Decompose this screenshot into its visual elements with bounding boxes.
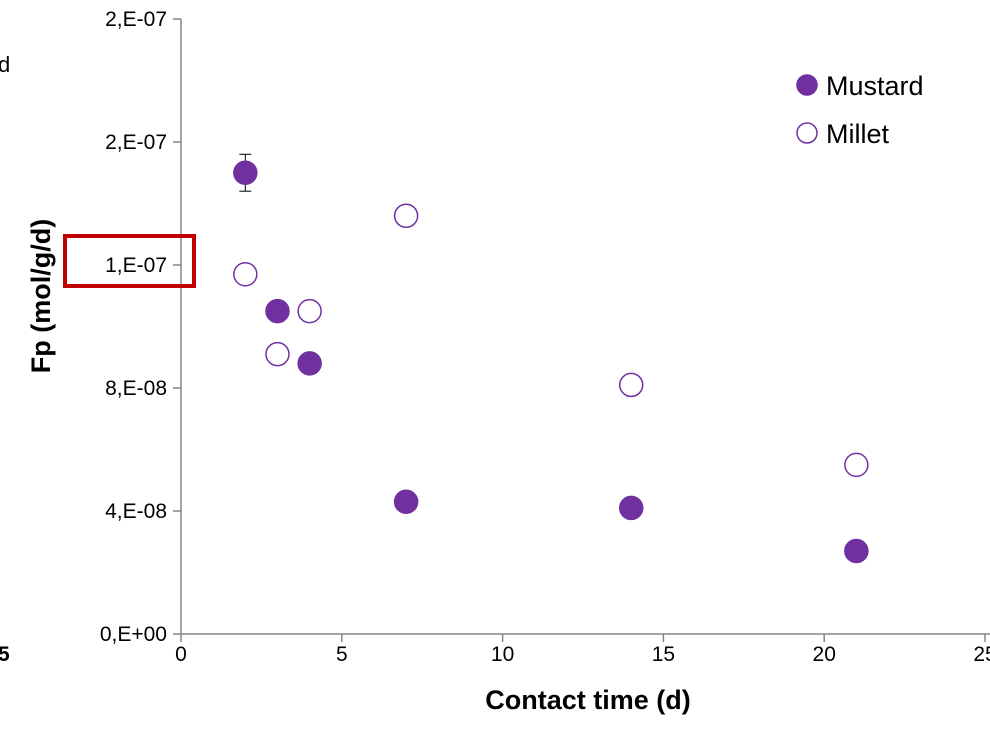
point-millet	[265, 341, 290, 367]
data-points	[233, 160, 869, 564]
point-millet	[233, 261, 258, 287]
legend-millet-marker	[796, 122, 818, 144]
y-tick-label: 1,E-07	[105, 254, 167, 277]
x-tick-label: 10	[491, 643, 514, 666]
y-tick-label: 2,E-07	[105, 8, 167, 31]
cropped-edge-text: d 5	[0, 52, 10, 666]
x-tick-label: 0	[175, 643, 187, 666]
point-millet	[393, 203, 419, 229]
point-mustard	[393, 489, 419, 515]
point-mustard	[233, 160, 258, 185]
legend-millet-label: Millet	[826, 119, 890, 149]
y-ticks: 0,E+00 4,E-08 8,E-08 1,E-07 2,E-07 2,E-07	[100, 8, 181, 646]
y-axis-title: Fp (mol/g/d)	[26, 219, 56, 373]
legend: Mustard Millet	[796, 71, 924, 149]
x-tick-label: 25	[973, 643, 990, 666]
point-mustard	[265, 298, 290, 324]
point-mustard	[618, 495, 644, 521]
point-millet	[618, 372, 644, 398]
x-axis-title: Contact time (d)	[485, 685, 691, 715]
legend-mustard-marker	[796, 74, 818, 96]
point-mustard	[297, 351, 322, 376]
highlight-box	[63, 234, 196, 288]
y-tick-label: 0,E+00	[100, 623, 167, 646]
point-millet	[297, 298, 322, 324]
axes	[180, 19, 990, 635]
point-mustard	[844, 538, 869, 564]
x-ticks: 0 5 10 15 20 25	[175, 634, 990, 666]
legend-mustard-label: Mustard	[826, 71, 924, 101]
x-tick-label: 15	[652, 643, 675, 666]
cropped-text-bottom: 5	[0, 643, 10, 666]
x-tick-label: 20	[813, 643, 836, 666]
x-tick-label: 5	[336, 643, 348, 666]
cropped-text-top: d	[0, 52, 10, 77]
y-tick-label: 4,E-08	[105, 500, 167, 523]
y-tick-label: 2,E-07	[105, 131, 167, 154]
y-tick-label: 8,E-08	[105, 377, 167, 400]
point-millet	[844, 452, 869, 478]
